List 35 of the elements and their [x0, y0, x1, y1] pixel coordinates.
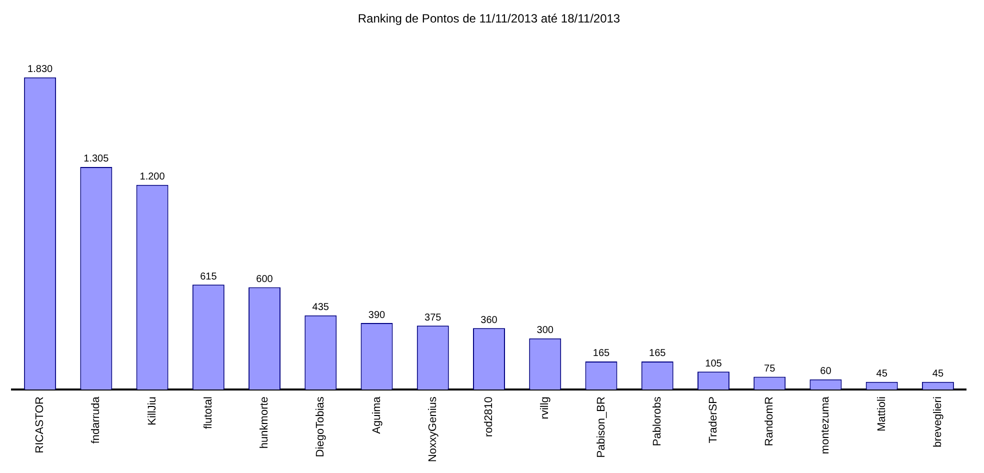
data-label: 75	[764, 364, 776, 375]
data-label: 1.200	[140, 172, 166, 183]
x-tick-label: Aguima	[370, 396, 383, 434]
data-label: 300	[536, 325, 554, 336]
data-label: 390	[368, 310, 386, 321]
x-tick-label: fndarruda	[90, 396, 102, 444]
data-label: 360	[480, 314, 498, 326]
x-tick-label: KillJiu	[146, 396, 158, 426]
data-label: 375	[424, 312, 442, 324]
x-tick-label: Pablorobs	[651, 396, 664, 446]
x-tick-label: NoxxyGenius	[426, 396, 439, 462]
x-tick-label: RandomR	[764, 396, 776, 446]
x-tick-label: breveglieri	[932, 396, 944, 448]
x-tick-label: montezuma	[820, 396, 832, 454]
data-label: 1.305	[84, 154, 110, 165]
x-tick-label: Pabison_BR	[595, 396, 608, 458]
x-tick-label: Mattioli	[876, 396, 888, 432]
x-tick-label: flutotal	[202, 396, 214, 430]
x-tick-label: hunkmorte	[258, 396, 271, 449]
data-label: 60	[820, 366, 832, 378]
data-label: 45	[876, 368, 888, 380]
x-tick-label: DiegoTobias	[314, 396, 327, 458]
x-tick-label: rvillg	[539, 396, 552, 420]
data-label: 165	[649, 348, 666, 360]
data-label: 600	[256, 274, 274, 285]
data-label: 1.830	[28, 64, 54, 76]
data-label: 105	[705, 358, 722, 370]
chart-title: Ranking de Pontos de 11/11/2013 até 18/11/2013	[358, 12, 620, 26]
data-label: 615	[200, 271, 218, 282]
data-label: 45	[932, 368, 944, 380]
data-label: 165	[592, 348, 610, 360]
x-tick-label: RICASTOR	[34, 396, 46, 454]
x-tick-label: TraderSP	[708, 396, 720, 444]
x-tick-label: rod2810	[483, 396, 496, 437]
data-label: 435	[312, 302, 330, 314]
